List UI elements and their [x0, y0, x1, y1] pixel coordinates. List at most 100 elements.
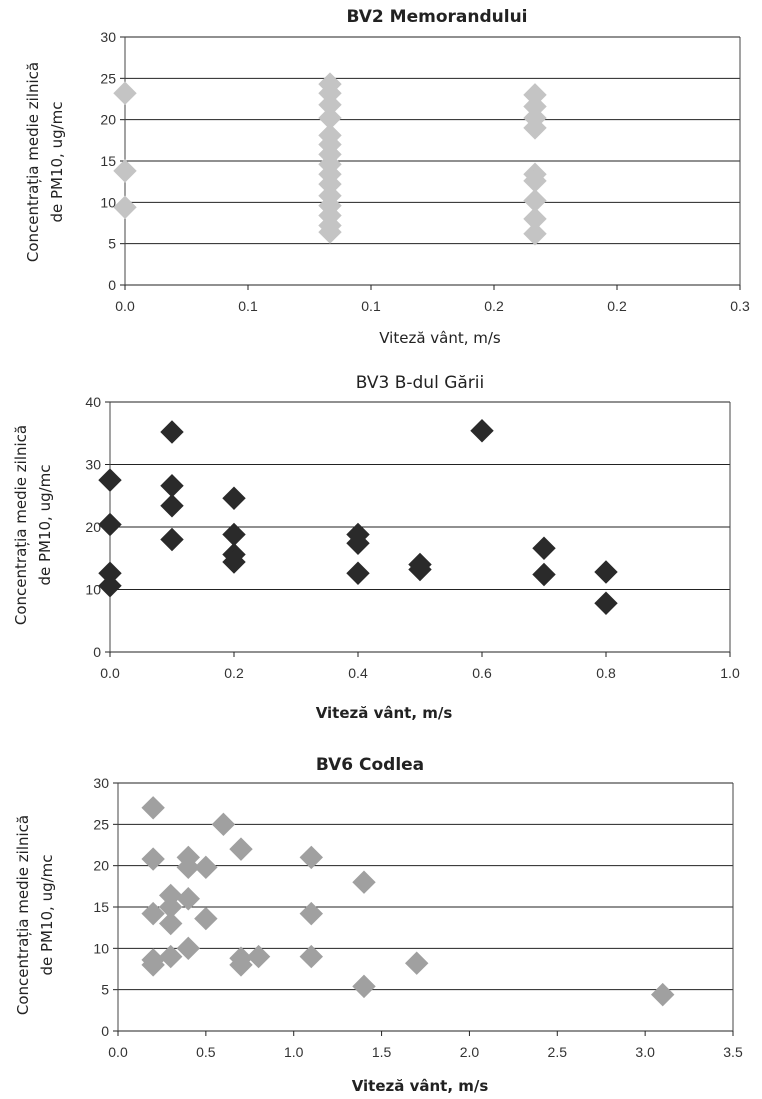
data-point-marker [141, 953, 165, 977]
data-point-marker [594, 560, 618, 584]
y-tick-label: 25 [100, 70, 116, 86]
tick-labels: 0 5 10 15 20 25 30 0.0 0.1 0.1 0.2 0.2 0.3 [100, 29, 750, 314]
data-point-marker [352, 870, 376, 894]
y-tick-label: 20 [85, 519, 101, 535]
x-axis-label: Viteză vânt, m/s [316, 704, 453, 722]
data-point-marker [523, 116, 547, 140]
data-point-marker [113, 195, 137, 220]
y-tick-label: 20 [93, 858, 109, 874]
data-point-marker [98, 468, 122, 492]
data-point-marker [160, 420, 184, 444]
x-tick-label: 0.6 [472, 665, 492, 681]
x-tick-label: 1.0 [284, 1044, 304, 1060]
data-points [141, 796, 675, 1007]
data-point-marker [141, 847, 165, 871]
data-point-marker [141, 901, 165, 926]
y-tick-label: 0 [93, 644, 101, 660]
x-tick-label: 3.0 [635, 1044, 655, 1060]
x-tick-label: 0.1 [238, 298, 258, 314]
data-point-marker [160, 494, 184, 518]
data-point-marker [194, 906, 218, 931]
gridlines [105, 401, 731, 657]
x-tick-label: 1.0 [720, 665, 740, 681]
data-point-marker [222, 486, 246, 510]
gridlines [120, 36, 741, 290]
data-point-marker [159, 944, 183, 969]
data-point-marker [113, 81, 137, 105]
data-point-marker [141, 796, 165, 820]
data-point-marker [405, 951, 429, 975]
x-tick-label: 2.5 [548, 1044, 568, 1060]
tick-labels: 0 10 20 30 40 0.0 0.2 0.4 0.6 0.8 1.0 [85, 394, 740, 681]
data-point-marker [176, 855, 200, 880]
data-point-marker [159, 911, 183, 936]
data-point-marker [160, 474, 184, 498]
data-point-marker [408, 557, 432, 582]
x-tick-label: 0.5 [196, 1044, 216, 1060]
x-tick-label: 2.0 [460, 1044, 480, 1060]
y-tick-label: 10 [85, 582, 101, 598]
y-tick-label: 5 [108, 236, 116, 252]
data-point-marker [194, 855, 218, 880]
y-axis-label-line1: Concentrația medie zilnică [24, 62, 42, 262]
data-point-marker [651, 982, 675, 1007]
x-tick-label: 0.2 [484, 298, 504, 314]
y-tick-label: 5 [101, 982, 109, 998]
x-tick-label: 1.5 [372, 1044, 392, 1060]
x-axis-label: Viteză vânt, m/s [352, 1077, 489, 1095]
data-points [98, 419, 618, 615]
chart-bv6-codlea: BV6 Codlea Concentrația medie zilnică de… [14, 755, 743, 1095]
y-tick-label: 15 [100, 153, 116, 169]
data-point-marker [176, 936, 200, 961]
y-axis-label-line2: de PM10, ug/mc [36, 464, 54, 585]
data-point-marker [299, 845, 323, 870]
data-point-marker [352, 974, 376, 999]
x-axis-label: Viteză vânt, m/s [379, 329, 501, 347]
y-axis-label-line1: Concentrația medie zilnică [14, 815, 32, 1015]
x-tick-label: 0.1 [361, 298, 381, 314]
data-point-marker [98, 574, 122, 598]
x-tick-label: 0.2 [224, 665, 244, 681]
data-point-marker [299, 901, 323, 926]
y-tick-label: 30 [93, 775, 109, 791]
y-tick-label: 15 [93, 899, 109, 915]
x-tick-label: 0.0 [100, 665, 120, 681]
y-axis-label-line2: de PM10, ug/mc [38, 854, 56, 975]
chart-title: BV3 B-dul Gării [356, 373, 485, 393]
chart-bv2-memorandului: BV2 Memorandului Concentrația medie ziln… [24, 7, 750, 347]
y-tick-label: 10 [93, 940, 109, 956]
y-axis-label-line1: Concentrația medie zilnică [12, 425, 30, 625]
data-point-marker [229, 953, 253, 977]
y-tick-label: 30 [100, 29, 116, 45]
x-tick-label: 0.0 [108, 1044, 128, 1060]
y-tick-label: 0 [101, 1023, 109, 1039]
y-tick-label: 20 [100, 112, 116, 128]
y-tick-label: 10 [100, 194, 116, 210]
y-tick-label: 30 [85, 457, 101, 473]
data-point-marker [98, 512, 122, 537]
data-point-marker [346, 561, 370, 585]
x-tick-label: 0.3 [730, 298, 750, 314]
x-tick-label: 3.5 [723, 1044, 743, 1060]
data-point-marker [470, 419, 494, 443]
x-tick-label: 0.4 [348, 665, 368, 681]
x-tick-label: 0.0 [115, 298, 135, 314]
y-tick-label: 25 [93, 816, 109, 832]
data-point-marker [160, 527, 184, 552]
data-point-marker [532, 562, 556, 587]
data-point-marker [523, 222, 547, 246]
data-point-marker [211, 812, 236, 837]
chart-title: BV2 Memorandului [347, 7, 528, 27]
data-point-marker [318, 220, 342, 244]
data-point-marker [229, 837, 253, 861]
data-point-marker [532, 536, 556, 560]
y-tick-label: 0 [108, 277, 116, 293]
chart-title: BV6 Codlea [316, 755, 424, 775]
data-points [113, 72, 547, 246]
tick-labels: 0 5 10 15 20 25 30 0.0 0.5 1.0 1.5 2.0 2.5 3.0 3.5 [93, 775, 743, 1060]
data-point-marker [299, 944, 323, 969]
data-point-marker [222, 550, 246, 574]
data-point-marker [176, 887, 200, 911]
y-axis-label-line2: de PM10, ug/mc [48, 101, 66, 222]
